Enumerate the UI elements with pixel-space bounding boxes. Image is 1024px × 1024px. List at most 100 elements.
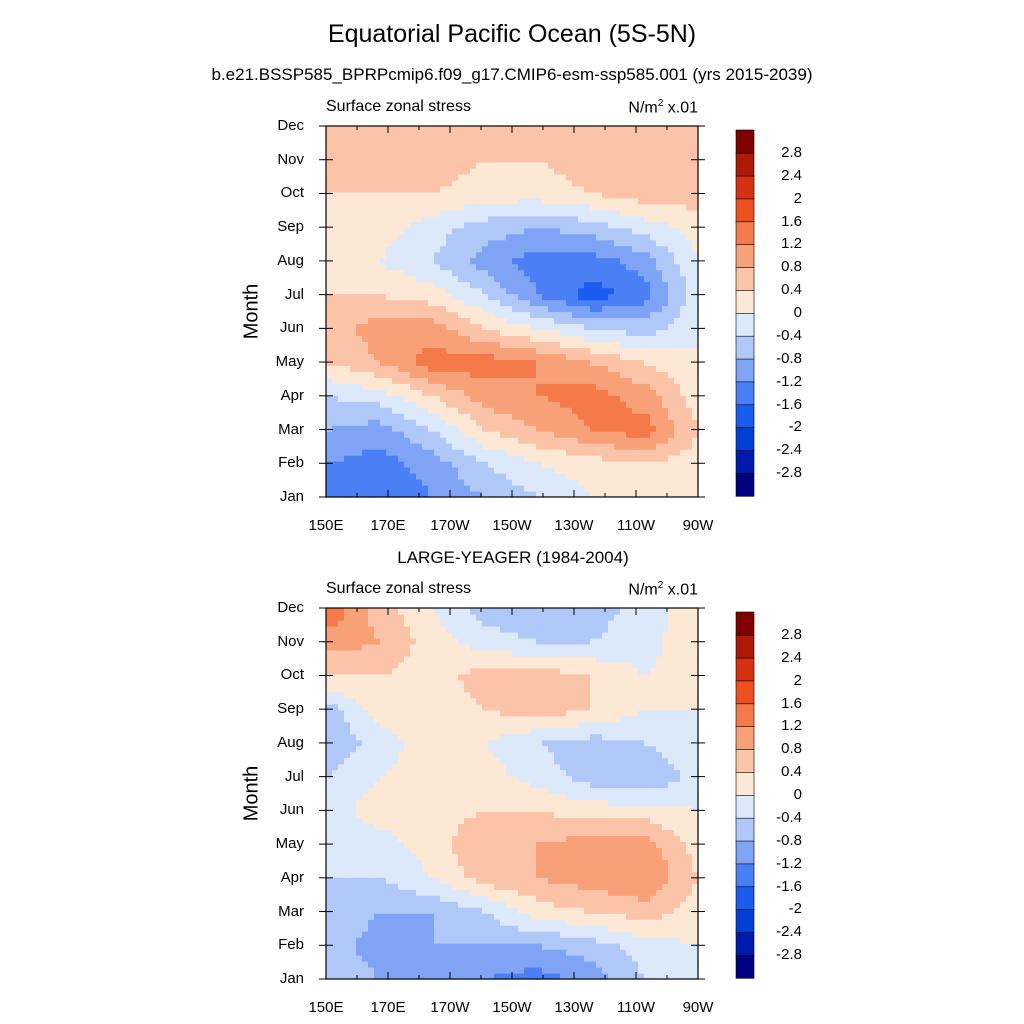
heatmap-cell-0 bbox=[638, 389, 645, 396]
heatmap-cell-0 bbox=[530, 209, 537, 217]
heatmap-cell-1 bbox=[548, 949, 555, 956]
heatmap-cell-0 bbox=[374, 233, 381, 241]
heatmap-cell-0 bbox=[662, 191, 669, 199]
heatmap-cell-0 bbox=[452, 305, 459, 313]
heatmap-cell-0 bbox=[548, 323, 555, 331]
heatmap-cell-0 bbox=[530, 179, 537, 187]
heatmap-cell-0 bbox=[632, 161, 639, 169]
heatmap-cell-0 bbox=[680, 126, 687, 133]
heatmap-cell-0 bbox=[386, 197, 393, 205]
heatmap-cell-0 bbox=[584, 209, 591, 217]
heatmap-cell-1 bbox=[590, 913, 597, 920]
heatmap-cell-0 bbox=[656, 395, 663, 402]
heatmap-cell-1 bbox=[350, 925, 357, 932]
heatmap-cell-0 bbox=[566, 323, 573, 331]
heatmap-cell-0 bbox=[416, 263, 423, 271]
heatmap-cell-1 bbox=[404, 883, 411, 890]
heatmap-cell-0 bbox=[458, 491, 465, 498]
heatmap-cell-0 bbox=[416, 485, 423, 492]
heatmap-cell-0 bbox=[368, 329, 375, 337]
heatmap-cell-0 bbox=[488, 293, 495, 301]
heatmap-cell-0 bbox=[458, 149, 465, 157]
heatmap-cell-0 bbox=[530, 353, 537, 360]
heatmap-cell-0 bbox=[338, 383, 345, 390]
heatmap-cell-0 bbox=[434, 353, 441, 360]
heatmap-cell-0 bbox=[410, 245, 417, 253]
heatmap-cell-0 bbox=[470, 329, 477, 337]
heatmap-cell-0 bbox=[392, 233, 399, 241]
heatmap-cell-1 bbox=[656, 907, 663, 914]
heatmap-cell-0 bbox=[632, 383, 639, 390]
heatmap-cell-0 bbox=[350, 491, 357, 498]
heatmap-cell-0 bbox=[584, 245, 591, 253]
heatmap-cell-1 bbox=[512, 961, 519, 968]
heatmap-cell-0 bbox=[350, 341, 357, 348]
heatmap-cell-0 bbox=[494, 239, 501, 247]
heatmap-cell-1 bbox=[626, 901, 633, 908]
heatmap-cell-0 bbox=[374, 245, 381, 253]
heatmap-cell-0 bbox=[410, 365, 417, 372]
heatmap-cell-0 bbox=[650, 191, 657, 199]
heatmap-cell-1 bbox=[626, 913, 633, 920]
heatmap-cell-0 bbox=[536, 257, 543, 265]
heatmap-cell-0 bbox=[644, 233, 651, 241]
heatmap-cell-0 bbox=[686, 293, 693, 301]
heatmap-cell-0 bbox=[686, 245, 693, 253]
heatmap-cell-0 bbox=[632, 191, 639, 199]
heatmap-cell-0 bbox=[620, 317, 627, 325]
heatmap-cell-1 bbox=[374, 973, 381, 980]
heatmap-cell-0 bbox=[518, 449, 525, 456]
heatmap-cell-0 bbox=[674, 323, 681, 331]
heatmap-cell-0 bbox=[662, 347, 669, 354]
heatmap-cell-0 bbox=[662, 431, 669, 438]
heatmap-cell-0 bbox=[656, 347, 663, 354]
heatmap-cell-0 bbox=[332, 407, 339, 414]
heatmap-cell-1 bbox=[584, 973, 591, 980]
heatmap-cell-0 bbox=[530, 203, 537, 211]
heatmap-cell-0 bbox=[452, 269, 459, 277]
heatmap-cell-0 bbox=[638, 269, 645, 277]
heatmap-cell-0 bbox=[572, 281, 579, 289]
heatmap-cell-1 bbox=[434, 955, 441, 962]
heatmap-cell-0 bbox=[536, 365, 543, 372]
heatmap-cell-0 bbox=[668, 485, 675, 492]
heatmap-cell-1 bbox=[524, 895, 531, 902]
heatmap-cell-1 bbox=[422, 937, 429, 944]
heatmap-cell-0 bbox=[614, 419, 621, 426]
heatmap-cell-0 bbox=[578, 419, 585, 426]
heatmap-cell-1 bbox=[560, 895, 567, 902]
heatmap-cell-0 bbox=[506, 143, 513, 151]
heatmap-cell-0 bbox=[356, 257, 363, 265]
heatmap-cell-0 bbox=[446, 185, 453, 193]
heatmap-cell-0 bbox=[524, 401, 531, 408]
heatmap-cell-0 bbox=[518, 407, 525, 414]
heatmap-cell-0 bbox=[446, 197, 453, 205]
heatmap-cell-0 bbox=[446, 371, 453, 378]
heatmap-cell-0 bbox=[614, 149, 621, 157]
heatmap-cell-0 bbox=[608, 239, 615, 247]
heatmap-cell-0 bbox=[476, 437, 483, 444]
heatmap-cell-1 bbox=[686, 943, 693, 950]
heatmap-cell-0 bbox=[626, 401, 633, 408]
heatmap-cell-0 bbox=[572, 461, 579, 468]
heatmap-cell-0 bbox=[458, 257, 465, 265]
heatmap-cell-0 bbox=[518, 455, 525, 462]
heatmap-cell-0 bbox=[368, 191, 375, 199]
heatmap-cell-0 bbox=[374, 401, 381, 408]
heatmap-cell-1 bbox=[356, 973, 363, 980]
heatmap-cell-0 bbox=[440, 413, 447, 420]
heatmap-cell-1 bbox=[410, 877, 417, 884]
heatmap-cell-0 bbox=[530, 293, 537, 301]
heatmap-cell-1 bbox=[572, 967, 579, 974]
heatmap-cell-0 bbox=[650, 131, 657, 139]
heatmap-cell-1 bbox=[614, 901, 621, 908]
heatmap-cell-0 bbox=[512, 311, 519, 319]
heatmap-cell-0 bbox=[662, 293, 669, 301]
heatmap-cell-0 bbox=[338, 185, 345, 193]
heatmap-cell-0 bbox=[356, 149, 363, 157]
heatmap-cell-0 bbox=[464, 353, 471, 360]
heatmap-cell-0 bbox=[602, 425, 609, 432]
heatmap-cell-0 bbox=[452, 233, 459, 241]
heatmap-cell-0 bbox=[494, 191, 501, 199]
heatmap-cell-0 bbox=[500, 131, 507, 139]
